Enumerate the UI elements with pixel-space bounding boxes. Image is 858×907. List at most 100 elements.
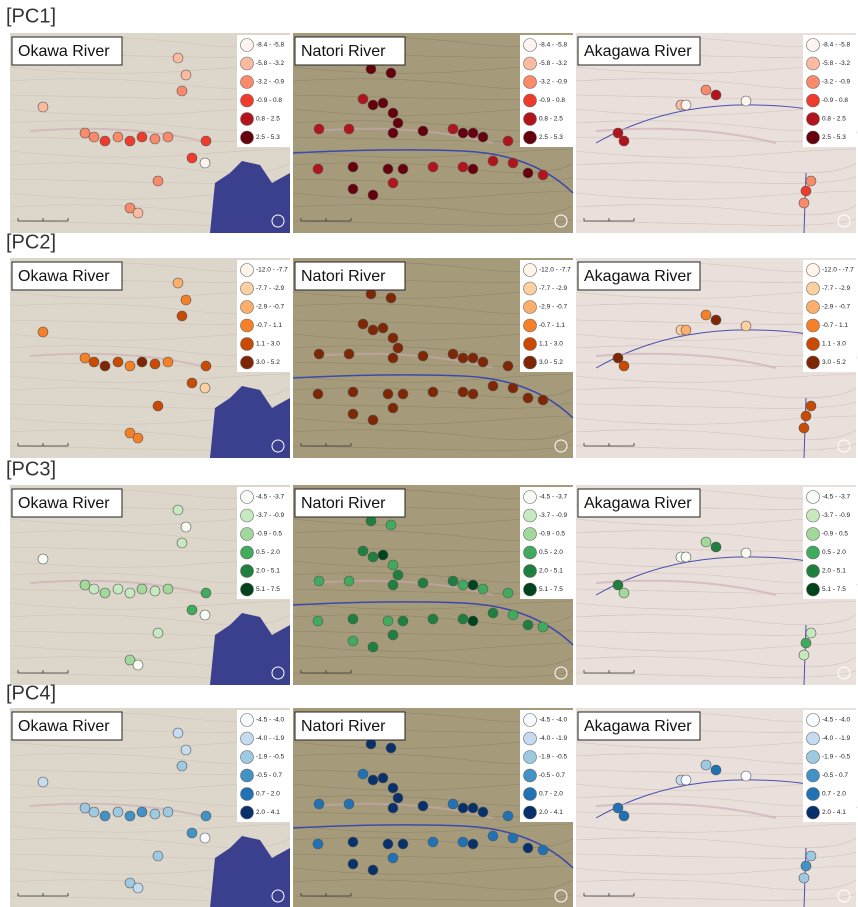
site-dot [386, 293, 396, 303]
legend-label: 2.0 - 4.1 [822, 809, 846, 816]
panel-label: [PC2] [6, 231, 56, 253]
site-dot [741, 771, 751, 781]
legend-swatch [241, 509, 254, 522]
legend-label: -4.5 - -3.7 [539, 494, 568, 501]
site-dot [137, 357, 147, 367]
site-dot [344, 349, 354, 359]
site-dot [388, 178, 398, 188]
site-dot [393, 343, 403, 353]
legend-swatch [524, 57, 537, 70]
legend-swatch [241, 714, 254, 727]
legend-box [803, 260, 856, 372]
legend-swatch [524, 806, 537, 819]
legend-swatch [807, 565, 820, 578]
legend-label: -5.8 - -3.2 [256, 60, 285, 67]
map-title: Akagawa River [584, 43, 692, 60]
site-dot [368, 325, 378, 335]
map-panel: Akagawa River-4.5 - -3.7-3.7 - -0.9-0.9 … [576, 485, 856, 685]
site-dot [681, 775, 691, 785]
site-dot [478, 357, 488, 367]
site-dot [388, 333, 398, 343]
map-panel: Akagawa River-8.4 - -5.8-5.8 - -3.2-3.2 … [576, 33, 856, 233]
site-dot [80, 128, 90, 138]
site-dot [150, 359, 160, 369]
legend-label: 1.1 - 3.0 [539, 341, 563, 348]
site-dot [133, 208, 143, 218]
site-dot [468, 839, 478, 849]
site-dot [801, 861, 811, 871]
site-dot [38, 102, 48, 112]
legend-label: -0.9 - 0.5 [822, 531, 848, 538]
site-dot [89, 132, 99, 142]
site-dot [488, 831, 498, 841]
legend-label: -4.5 - -4.0 [822, 717, 851, 724]
legend-label: -0.9 - 0.8 [539, 97, 565, 104]
legend-swatch [524, 39, 537, 52]
site-dot [163, 807, 173, 817]
legend-label: 2.0 - 5.1 [822, 568, 846, 575]
site-dot [701, 85, 711, 95]
site-dot [448, 124, 458, 134]
site-dot [163, 357, 173, 367]
legend-label: 2.0 - 5.1 [539, 568, 563, 575]
site-dot [163, 584, 173, 594]
site-dot [398, 839, 408, 849]
site-dot [468, 803, 478, 813]
site-dot [368, 552, 378, 562]
site-dot [153, 401, 163, 411]
legend-swatch [807, 356, 820, 369]
legend-swatch [524, 113, 537, 126]
site-dot [468, 128, 478, 138]
legend-label: -0.9 - 0.5 [256, 531, 282, 538]
site-dot [348, 387, 358, 397]
site-dot [538, 395, 548, 405]
legend-box [803, 35, 856, 147]
site-dot [314, 576, 324, 586]
site-dot [741, 548, 751, 558]
site-dot [478, 807, 488, 817]
site-dot [681, 100, 691, 110]
site-dot [137, 132, 147, 142]
legend-swatch [524, 751, 537, 764]
legend-swatch [807, 39, 820, 52]
site-dot [137, 807, 147, 817]
map-title: Okawa River [18, 43, 110, 60]
site-dot [80, 353, 90, 363]
legend-label: 5.1 - 7.5 [822, 586, 846, 593]
site-dot [386, 743, 396, 753]
site-dot [711, 542, 721, 552]
site-dot [508, 158, 518, 168]
site-dot [348, 614, 358, 624]
site-dot [711, 90, 721, 100]
legend-label: -0.5 - 0.7 [539, 772, 565, 779]
legend-label: 3.0 - 5.2 [539, 359, 563, 366]
site-dot [458, 803, 468, 813]
site-dot [187, 828, 197, 838]
panel-label: [PC1] [6, 5, 56, 27]
site-dot [100, 811, 110, 821]
legend-swatch [807, 732, 820, 745]
site-dot [468, 389, 478, 399]
legend-label: -1.9 - -0.5 [822, 754, 851, 761]
site-dot [173, 505, 183, 515]
legend-swatch [807, 769, 820, 782]
site-dot [153, 176, 163, 186]
site-dot [125, 811, 135, 821]
legend-label: 3.0 - 5.2 [822, 359, 846, 366]
legend-swatch [241, 264, 254, 277]
legend-label: -7.7 - -2.9 [256, 285, 285, 292]
legend-label: 5.1 - 7.5 [539, 586, 563, 593]
site-dot [137, 584, 147, 594]
map-panel: Okawa River-8.4 - -5.8-5.8 - -3.2-3.2 - … [10, 33, 290, 233]
legend-label: -0.9 - 0.8 [822, 97, 848, 104]
site-dot [681, 552, 691, 562]
site-dot [478, 132, 488, 142]
legend-box [237, 260, 290, 372]
legend-box [520, 710, 573, 822]
site-dot [488, 608, 498, 618]
site-dot [508, 610, 518, 620]
site-dot [344, 799, 354, 809]
site-dot [150, 809, 160, 819]
legend-label: -0.9 - 0.8 [256, 97, 282, 104]
legend-swatch [524, 528, 537, 541]
